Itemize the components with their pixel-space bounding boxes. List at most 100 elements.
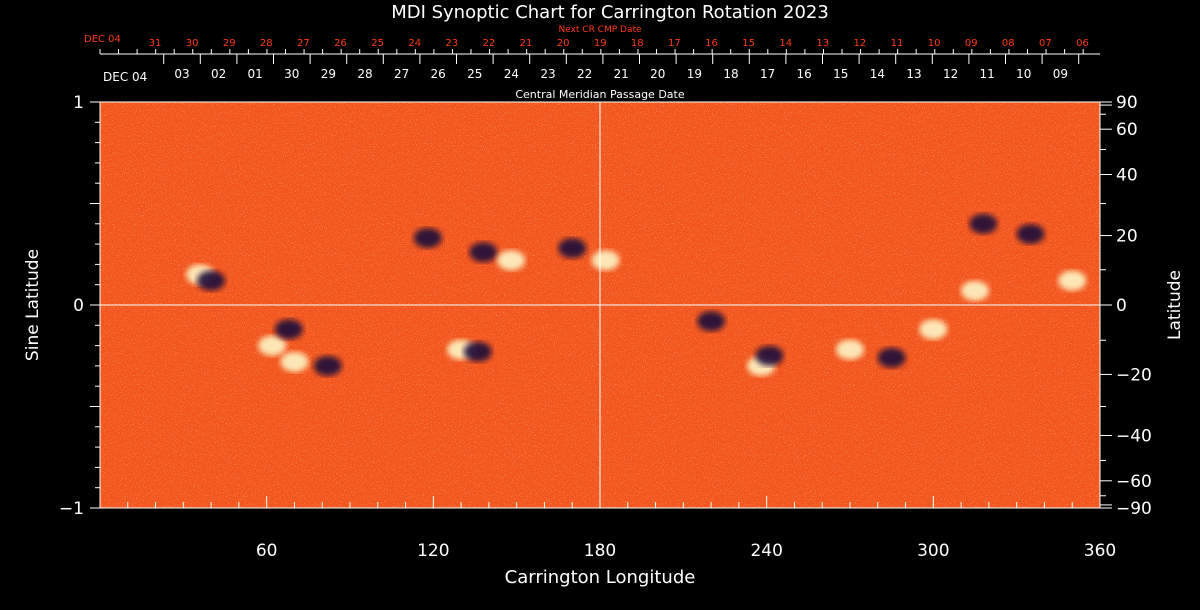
cmp-date-label: 17 [760, 67, 775, 81]
cmp-date-label: 21 [614, 67, 629, 81]
cmp-date-label: 13 [906, 67, 921, 81]
next-cr-date-label: 17 [668, 38, 681, 49]
next-cr-date-label: 30 [186, 38, 199, 49]
right-tick-label: 0 [1116, 296, 1127, 316]
next-cr-date-label: 18 [631, 38, 644, 49]
next-cr-date-label: 12 [854, 38, 867, 49]
right-tick-label: −90 [1116, 499, 1152, 519]
cmp-date-label: 11 [980, 67, 995, 81]
cmp-date-label: 23 [540, 67, 555, 81]
next-cr-date-label: 22 [483, 38, 496, 49]
next-cr-date-label: 14 [779, 38, 792, 49]
magnetic-region-positive [1058, 270, 1087, 291]
next-cr-date-label: 11 [891, 38, 904, 49]
magnetic-region-negative [697, 311, 726, 332]
latitude-axis: 90 60 40 20 0 −20 −40 −60 −90 [1099, 93, 1152, 519]
longitude-axis: 60 120 180 240 300 360 [127, 496, 1116, 561]
cmp-axis-label: Central Meridian Passage Date [515, 88, 684, 101]
cmp-date-axis: DEC 04 Central Meridian Passage Date 03 0… [103, 54, 1080, 101]
x-axis-title: Carrington Longitude [505, 567, 696, 588]
left-tick-label: 1 [73, 93, 84, 113]
x-tick-label: 180 [584, 541, 616, 561]
next-cr-date-label: 23 [445, 38, 458, 49]
next-cr-date-label: 16 [705, 38, 718, 49]
right-tick-label: 20 [1116, 227, 1138, 247]
next-cr-date-label: 19 [594, 38, 607, 49]
next-cr-date-label: 24 [408, 38, 421, 49]
next-cr-date-label: 31 [149, 38, 162, 49]
magnetic-region-positive [961, 280, 989, 301]
next-cr-date-label: 07 [1039, 38, 1052, 49]
magnetic-region-positive [258, 335, 287, 356]
cmp-date-label: 22 [577, 67, 592, 81]
next-cr-date-axis: Next CR CMP Date DEC 04 31 30 29 28 27 26 25 24… [84, 25, 1100, 55]
next-cr-date-label: 10 [928, 38, 941, 49]
next-cr-date-label: 27 [297, 38, 310, 49]
next-cr-axis-label: Next CR CMP Date [558, 25, 642, 35]
next-cr-date-label: 15 [742, 38, 755, 49]
magnetic-region-positive [591, 250, 620, 271]
magnetic-region-positive [280, 351, 309, 372]
next-cr-date-label: 09 [965, 38, 978, 49]
cmp-date-label: 14 [870, 67, 885, 81]
x-tick-label: 300 [917, 541, 949, 561]
cmp-date-label: 15 [833, 67, 848, 81]
magnetic-regions [186, 213, 1087, 376]
cmp-date-label: 18 [723, 67, 738, 81]
magnetic-region-negative [463, 341, 492, 362]
magnetic-region-positive [919, 319, 948, 340]
x-tick-label: 60 [256, 541, 278, 561]
magnetic-region-negative [558, 238, 587, 259]
cmp-date-label: 03 [174, 67, 189, 81]
cmp-date-label: 30 [284, 67, 299, 81]
next-cr-date-label: 25 [371, 38, 384, 49]
cmp-date-label: 28 [357, 67, 372, 81]
cmp-date-label: 26 [431, 67, 446, 81]
magnetic-region-positive [836, 339, 864, 360]
cmp-date-label: 09 [1053, 67, 1068, 81]
right-tick-label: −20 [1116, 365, 1152, 385]
cmp-date-label: 01 [248, 67, 263, 81]
right-tick-label: 90 [1116, 93, 1138, 113]
magnetic-region-negative [274, 319, 303, 340]
next-cr-date-label: 13 [816, 38, 829, 49]
magnetic-region-negative [197, 270, 226, 291]
cmp-start-label: DEC 04 [103, 70, 147, 84]
right-tick-label: 40 [1116, 166, 1138, 186]
right-axis-title: Latitude [1165, 270, 1185, 340]
magnetic-region-negative [313, 355, 342, 376]
next-cr-start-label: DEC 04 [84, 34, 121, 45]
x-tick-label: 240 [750, 541, 782, 561]
x-tick-label: 120 [417, 541, 449, 561]
magnetic-region-negative [413, 228, 442, 249]
right-tick-label: −60 [1116, 472, 1152, 492]
x-tick-label: 360 [1084, 541, 1116, 561]
next-cr-date-label: 08 [1002, 38, 1015, 49]
next-cr-date-label: 28 [260, 38, 273, 49]
next-cr-date-label: 26 [334, 38, 347, 49]
left-tick-label: 0 [73, 296, 84, 316]
cmp-date-label: 12 [943, 67, 958, 81]
magnetic-region-negative [877, 347, 906, 368]
cmp-date-label: 16 [797, 67, 812, 81]
cmp-date-label: 27 [394, 67, 409, 81]
magnetic-region-negative [969, 213, 998, 234]
magnetic-region-positive [497, 250, 526, 271]
right-tick-label: 60 [1116, 120, 1138, 140]
next-cr-date-label: 06 [1076, 38, 1089, 49]
next-cr-date-label: 20 [557, 38, 570, 49]
cmp-date-label: 25 [467, 67, 482, 81]
left-axis-title: Sine Latitude [23, 249, 43, 361]
magnetic-region-negative [1016, 223, 1045, 244]
cmp-date-label: 10 [1016, 67, 1031, 81]
cmp-date-label: 24 [504, 67, 519, 81]
right-tick-label: −40 [1116, 426, 1152, 446]
magnetic-region-negative [469, 242, 498, 263]
next-cr-date-label: 29 [223, 38, 236, 49]
next-cr-date-label: 21 [520, 38, 533, 49]
cmp-date-label: 02 [211, 67, 226, 81]
left-tick-label: −1 [59, 499, 84, 519]
cmp-date-label: 19 [687, 67, 702, 81]
sine-latitude-axis: 1 0 −1 [59, 93, 100, 519]
